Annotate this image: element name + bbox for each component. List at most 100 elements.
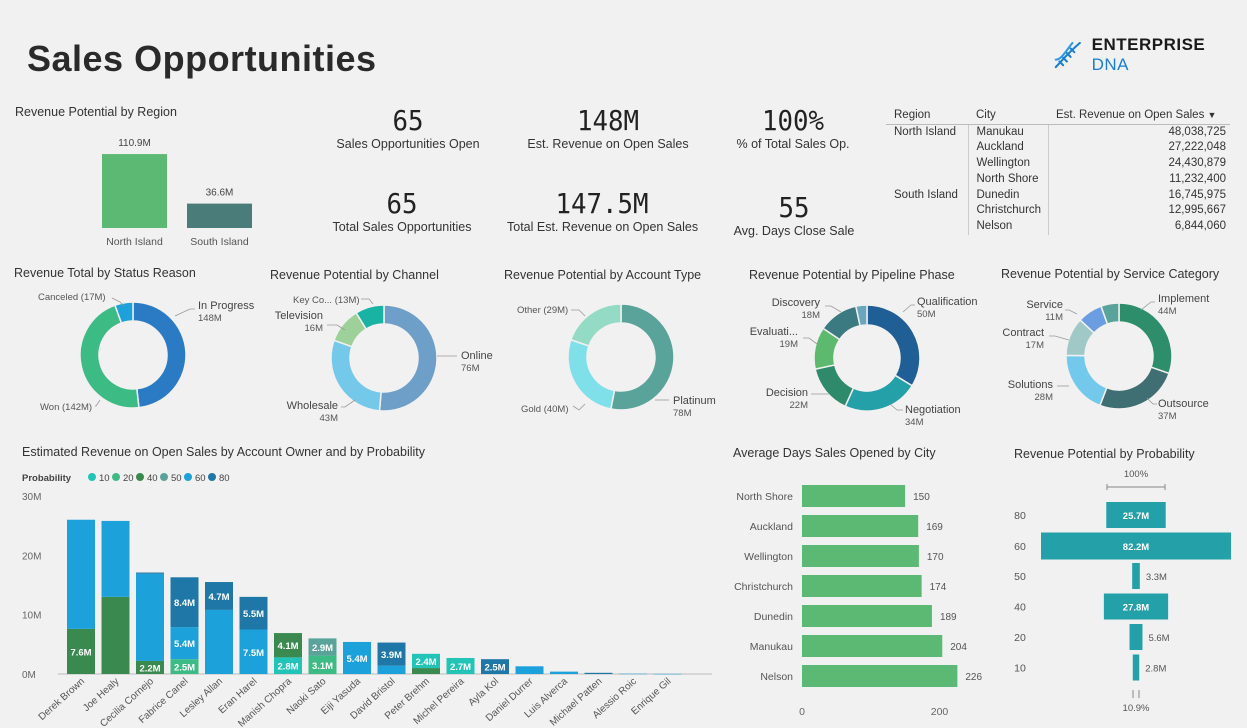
table-row[interactable]: Wellington 24,430,879: [886, 156, 1230, 172]
table-cell-value: 24,430,879: [1047, 156, 1230, 172]
owner-bar-segment[interactable]: [308, 655, 337, 674]
owner-bar-segment[interactable]: [446, 657, 475, 674]
table-row[interactable]: South Island Dunedin 16,745,975: [886, 187, 1230, 204]
owner-bar-segment[interactable]: [412, 653, 440, 669]
funnel-bar[interactable]: [1132, 654, 1140, 681]
donut-label-value: 18M: [802, 310, 821, 321]
kpi-label: Total Sales Opportunities: [332, 220, 472, 234]
revenue-table-container: Region City Est. Revenue on Open Sales ▼…: [886, 108, 1230, 236]
table-row[interactable]: Auckland 27,222,048: [886, 140, 1230, 157]
owner-bar-segment[interactable]: [377, 665, 406, 674]
owner-bar-segment[interactable]: [239, 629, 268, 675]
table-row[interactable]: North Island Manukau 48,038,725: [886, 124, 1230, 141]
owner-bar-segment[interactable]: [101, 596, 130, 674]
table-row[interactable]: North Shore 11,232,400: [886, 171, 1230, 188]
owner-bar-segment[interactable]: [515, 666, 544, 674]
donut-slice[interactable]: [866, 304, 921, 387]
table-header-region[interactable]: Region: [886, 108, 968, 125]
donut-slice[interactable]: [355, 304, 385, 331]
legend-swatch[interactable]: [112, 473, 120, 481]
owner-bar-segment[interactable]: [205, 609, 233, 674]
donut-label-name: Television: [275, 310, 323, 322]
donut-slice[interactable]: [330, 339, 382, 412]
days-chart-title: Average Days Sales Opened by City: [733, 446, 936, 460]
donut-slice[interactable]: [113, 301, 134, 324]
owner-bar-label: 8.4M: [174, 598, 195, 609]
donut-slice[interactable]: [854, 304, 868, 327]
table-row[interactable]: Christchurch 12,995,667: [886, 203, 1230, 220]
owner-bar-segment[interactable]: [550, 671, 578, 674]
owner-bar-segment[interactable]: [308, 638, 337, 656]
owner-bar-segment[interactable]: [343, 641, 371, 674]
funnel-bar[interactable]: [1106, 502, 1166, 528]
owner-bar-segment[interactable]: [136, 573, 164, 661]
funnel-bar[interactable]: [1103, 593, 1169, 620]
days-bar[interactable]: [802, 575, 922, 597]
donut-leader-line: [1065, 309, 1078, 315]
days-bar[interactable]: [802, 635, 943, 657]
kpi-label: Sales Opportunities Open: [336, 137, 480, 151]
days-bar[interactable]: [802, 515, 919, 537]
donut-label-value: 22M: [790, 400, 809, 411]
days-bar[interactable]: [802, 665, 958, 687]
owner-bar-segment[interactable]: [274, 657, 302, 674]
owner-bar-segment[interactable]: [274, 633, 302, 658]
owner-bar-segment[interactable]: [412, 668, 440, 674]
funnel-bar[interactable]: [1041, 532, 1231, 560]
owner-bar-segment[interactable]: [101, 520, 130, 597]
legend-swatch[interactable]: [88, 473, 96, 481]
table-header-revenue[interactable]: Est. Revenue on Open Sales ▼: [1048, 108, 1230, 125]
region-bar[interactable]: [102, 154, 167, 228]
table-header-city[interactable]: City: [968, 108, 1048, 125]
legend-label: 20: [123, 473, 134, 484]
legend-swatch[interactable]: [208, 473, 216, 481]
donut-label-value: 19M: [780, 339, 799, 350]
donut-slice[interactable]: [567, 338, 616, 410]
region-bar[interactable]: [187, 203, 252, 228]
owner-bar-segment[interactable]: [584, 672, 613, 674]
donut-slice[interactable]: [609, 303, 675, 411]
donut-slice[interactable]: [814, 364, 855, 408]
owner-bar-segment[interactable]: [653, 673, 682, 675]
donut-label-value: 44M: [1158, 306, 1177, 317]
legend-swatch[interactable]: [160, 473, 168, 481]
donut-label-name: Platinum: [673, 395, 716, 407]
kpi-value: 65: [392, 104, 424, 137]
owner-bar-segment[interactable]: [205, 582, 233, 610]
owner-bar-label: 2.5M: [484, 663, 505, 674]
donut-slice[interactable]: [378, 304, 438, 412]
donut-slice[interactable]: [844, 374, 914, 412]
donut-slice[interactable]: [1100, 302, 1120, 325]
funnel-bar[interactable]: [1129, 624, 1143, 650]
owner-bar-segment[interactable]: [239, 596, 268, 630]
sort-desc-icon[interactable]: ▼: [1207, 109, 1217, 120]
city-label: Nelson: [760, 671, 793, 683]
donut-slice[interactable]: [569, 303, 622, 347]
legend-swatch[interactable]: [136, 473, 144, 481]
donut-slice[interactable]: [1065, 354, 1108, 407]
donut-slice[interactable]: [132, 301, 187, 409]
owner-bar-segment[interactable]: [170, 577, 199, 628]
kpi-value: 147.5M: [555, 187, 649, 220]
days-bar[interactable]: [802, 485, 906, 507]
donut-slice[interactable]: [79, 304, 140, 409]
days-bar-value: 169: [926, 522, 943, 533]
owner-bar-label: 4.1M: [277, 641, 298, 652]
owner-bar-segment[interactable]: [619, 673, 647, 675]
days-bar[interactable]: [802, 545, 919, 567]
days-bar[interactable]: [802, 605, 932, 627]
owner-bar-segment[interactable]: [136, 660, 164, 674]
legend-swatch[interactable]: [184, 473, 192, 481]
owner-bar-segment[interactable]: [170, 659, 199, 674]
owner-bar-segment[interactable]: [67, 519, 95, 629]
funnel-bar[interactable]: [1132, 563, 1140, 589]
table-row[interactable]: Nelson 6,844,060: [886, 219, 1230, 236]
x-tick-label: 0: [799, 706, 805, 718]
city-label: Dunedin: [754, 611, 793, 623]
owner-bar-segment[interactable]: [481, 659, 509, 674]
owner-bar-segment[interactable]: [377, 642, 406, 666]
owner-bar-segment[interactable]: [170, 627, 199, 660]
owner-bar-segment[interactable]: [67, 628, 95, 674]
owner-bar-segment[interactable]: [136, 572, 164, 574]
